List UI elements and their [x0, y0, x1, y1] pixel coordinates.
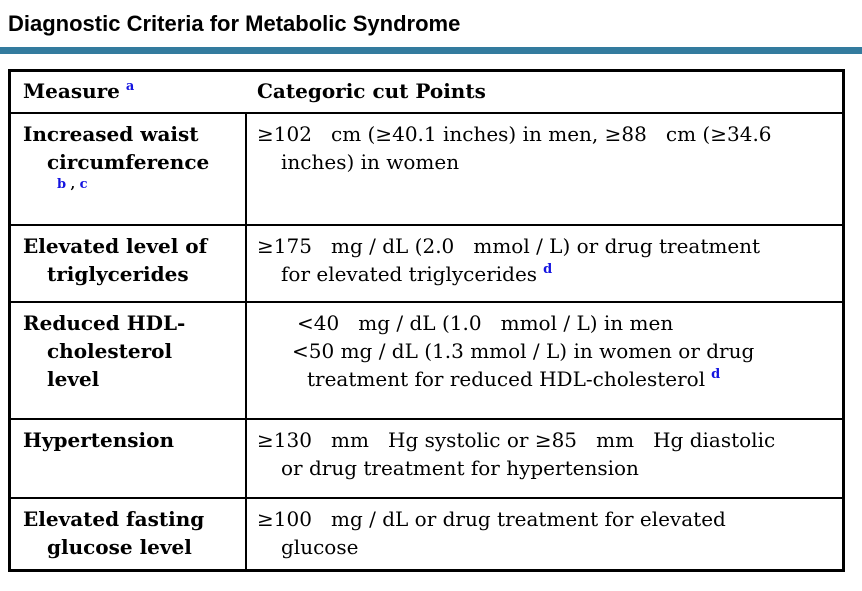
criteria-text: glucose: [281, 535, 359, 559]
header-cell-cutpoints: Categoric cut Points: [245, 72, 842, 112]
measure-header-label: Measure: [23, 79, 120, 103]
measure-text: cholesterol: [47, 339, 173, 363]
criteria-text-segment: for elevated triglycerides: [281, 262, 538, 286]
measure-header: Measure a: [23, 78, 241, 104]
criteria-cell: ≥100 mg / dL or drug treatment for eleva…: [245, 499, 842, 569]
footnote-markers-b-c: b , c: [23, 176, 241, 193]
footnote-marker-c: c: [79, 177, 88, 192]
measure-text: Hypertension: [23, 428, 175, 452]
measure-cell: Elevated level of triglycerides: [11, 226, 245, 301]
measure-cell: Elevated fasting glucose level: [11, 499, 245, 569]
measure-cell: Increased waist circumference b , c: [11, 114, 245, 224]
title-rule: [0, 47, 862, 54]
criteria-text: treatment for reduced HDL-cholesterol d: [257, 365, 838, 393]
criteria-text: <50 mg / dL (1.3 mmol / L) in women or d…: [292, 339, 755, 363]
criteria-cell: ≥130 mm Hg systolic or ≥85 mm Hg diastol…: [245, 420, 842, 497]
cutpoints-header: Categoric cut Points: [257, 78, 838, 104]
footnote-marker-a: a: [125, 79, 135, 95]
measure-text: Elevated fasting: [23, 507, 205, 531]
criteria-text: ≥175 mg / dL (2.0 mmol / L) or drug trea…: [257, 234, 761, 258]
footnote-marker-d: d: [711, 367, 721, 383]
criteria-text: or drug treatment for hypertension: [281, 456, 639, 480]
table-row-waist-circumference: Increased waist circumference b , c ≥102…: [11, 114, 842, 226]
measure-text: Increased waist: [23, 122, 199, 146]
criteria-cell: ≥102 cm (≥40.1 inches) in men, ≥88 cm (≥…: [245, 114, 842, 224]
measure-cell: Hypertension: [11, 420, 245, 497]
table-row-triglycerides: Elevated level of triglycerides ≥175 mg …: [11, 226, 842, 303]
measure-text: level: [47, 367, 100, 391]
table-row-hdl-cholesterol: Reduced HDL- cholesterol level <40 mg / …: [11, 303, 842, 420]
measure-text: Reduced HDL-: [23, 311, 186, 335]
diagnostic-criteria-table: Measure a Categoric cut Points Increased …: [8, 69, 845, 572]
measure-cell: Reduced HDL- cholesterol level: [11, 303, 245, 418]
measure-text: Elevated level of: [23, 234, 208, 258]
measure-text: glucose level: [47, 535, 192, 559]
measure-text: circumference: [47, 150, 210, 174]
table-row-hypertension: Hypertension ≥130 mm Hg systolic or ≥85 …: [11, 420, 842, 499]
footnote-marker-d: d: [543, 262, 553, 278]
measure-text: triglycerides: [47, 262, 189, 286]
criteria-text: ≥102 cm (≥40.1 inches) in men, ≥88 cm (≥…: [257, 122, 772, 146]
cutpoints-header-label: Categoric cut Points: [257, 79, 486, 103]
criteria-text: for elevated triglycerides d: [257, 260, 838, 288]
table-header-row: Measure a Categoric cut Points: [11, 72, 842, 114]
criteria-cell: <40 mg / dL (1.0 mmol / L) in men <50 mg…: [245, 303, 842, 418]
criteria-text: ≥100 mg / dL or drug treatment for eleva…: [257, 507, 726, 531]
criteria-text-segment: treatment for reduced HDL-cholesterol: [307, 367, 706, 391]
footnote-separator: ,: [66, 177, 80, 192]
header-cell-measure: Measure a: [11, 72, 245, 112]
criteria-text: inches) in women: [281, 150, 460, 174]
page-title: Diagnostic Criteria for Metabolic Syndro…: [8, 11, 461, 36]
table-row-fasting-glucose: Elevated fasting glucose level ≥100 mg /…: [11, 499, 842, 569]
criteria-text: <40 mg / dL (1.0 mmol / L) in men: [297, 311, 674, 335]
criteria-text: ≥130 mm Hg systolic or ≥85 mm Hg diastol…: [257, 428, 776, 452]
footnote-marker-b: b: [57, 177, 67, 192]
criteria-cell: ≥175 mg / dL (2.0 mmol / L) or drug trea…: [245, 226, 842, 301]
